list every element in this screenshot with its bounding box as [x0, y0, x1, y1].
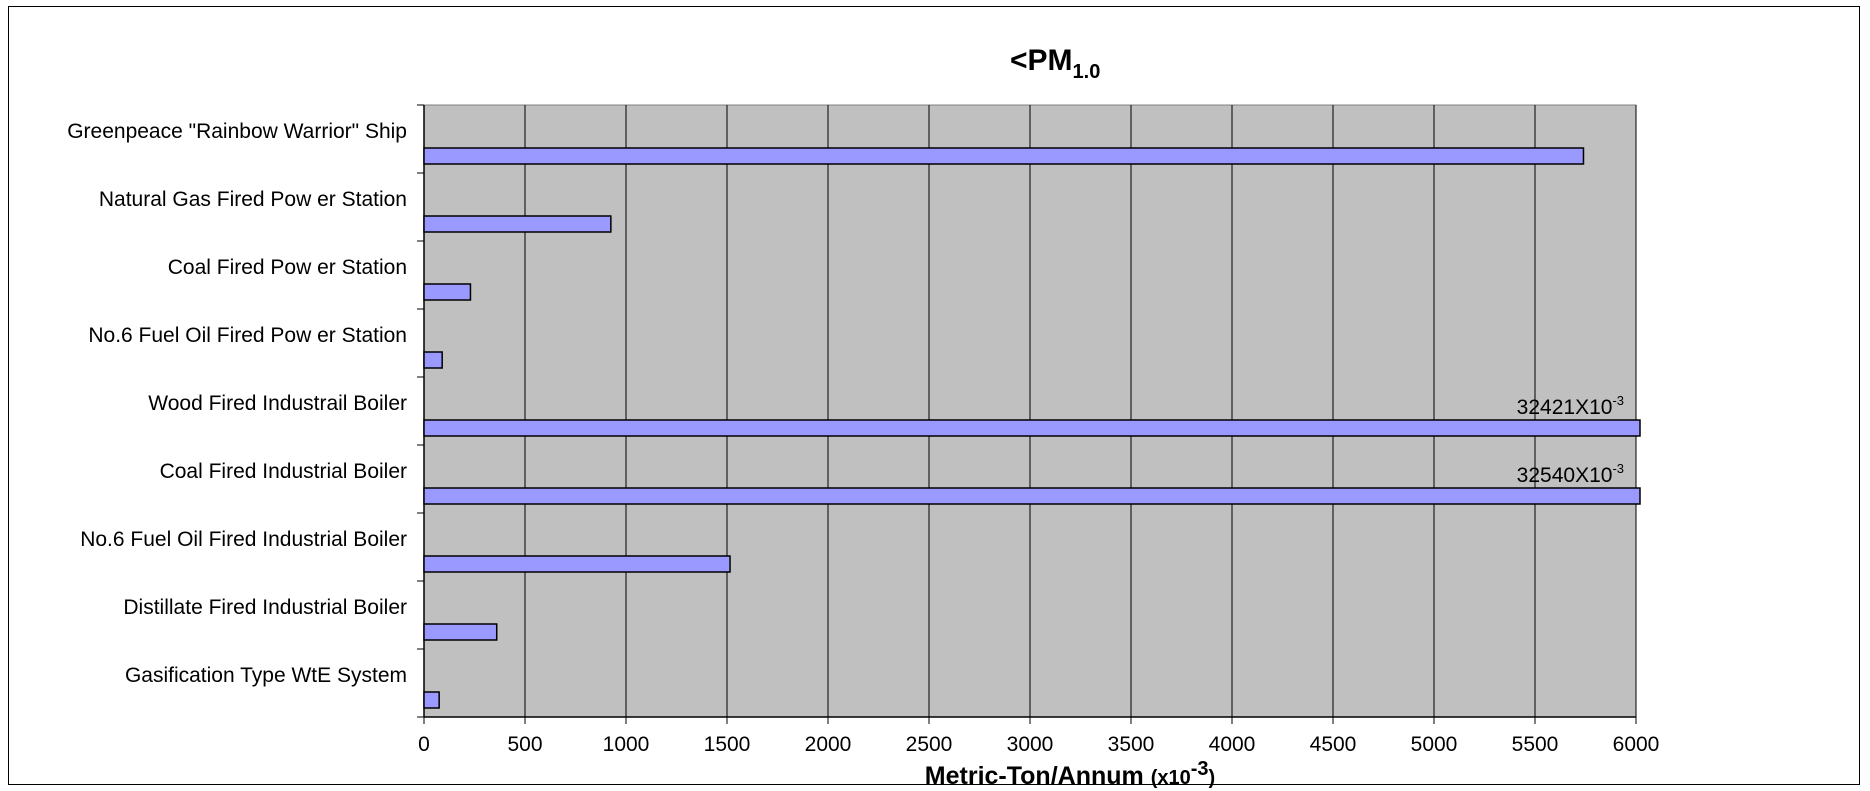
chart-title: <PM1.0: [1010, 44, 1100, 83]
bar-value-annotation: 32421X10-3: [1517, 393, 1624, 419]
category-label: Coal Fired Industrial Boiler: [160, 460, 407, 483]
category-label: Distillate Fired Industrial Boiler: [123, 596, 407, 619]
category-label: No.6 Fuel Oil Fired Industrial Boiler: [80, 528, 407, 551]
chart-title-subscript: 1.0: [1073, 61, 1101, 83]
labels-layer: 0 500 1000 1500 2000 2500 3000 3500 4000 4500 5000…: [67, 120, 1659, 756]
x-tick-label: 5500: [1512, 733, 1559, 756]
bar: [423, 691, 440, 709]
x-tick-label: 3500: [1108, 733, 1155, 756]
x-tick-label: 1000: [603, 733, 650, 756]
bar: [423, 487, 1641, 505]
x-tick-label: 4500: [1310, 733, 1357, 756]
category-label: Natural Gas Fired Pow er Station: [99, 188, 407, 211]
x-tick-label: 3000: [1007, 733, 1054, 756]
category-label: No.6 Fuel Oil Fired Pow er Station: [88, 324, 407, 347]
x-tick-label: 6000: [1613, 733, 1660, 756]
category-label: Coal Fired Pow er Station: [168, 256, 407, 279]
annotation-sup: -3: [1612, 461, 1624, 476]
category-label: Wood Fired Industrail Boiler: [148, 392, 407, 415]
x-axis-title: Metric-Ton/Annum (x10-3): [925, 758, 1215, 790]
annotation-text: 32421X10: [1517, 396, 1613, 419]
bar: [423, 555, 731, 573]
x-tick-label: 500: [507, 733, 542, 756]
category-label: Gasification Type WtE System: [125, 664, 407, 687]
x-tick-label: 4000: [1209, 733, 1256, 756]
bar: [423, 215, 612, 233]
bar: [423, 623, 498, 641]
plot-area: [417, 104, 1641, 724]
bar-value-annotation: 32540X10-3: [1517, 461, 1624, 487]
annotation-sup: -3: [1612, 393, 1624, 408]
x-tick-label: 2000: [805, 733, 852, 756]
bar: [423, 283, 472, 301]
bar: [423, 351, 443, 369]
annotation-text: 32540X10: [1517, 464, 1613, 487]
chart-frame: [8, 6, 1860, 785]
x-tick-label: 2500: [906, 733, 953, 756]
category-label: Greenpeace "Rainbow Warrior" Ship: [67, 120, 407, 143]
x-tick-label: 0: [418, 733, 430, 756]
bar: [423, 419, 1641, 437]
x-tick-label: 5000: [1411, 733, 1458, 756]
x-tick-label: 1500: [704, 733, 751, 756]
bar: [423, 147, 1585, 165]
